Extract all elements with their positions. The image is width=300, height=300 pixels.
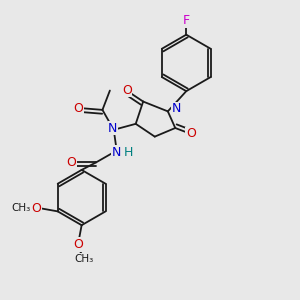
Text: O: O [122, 84, 132, 97]
Text: CH₃: CH₃ [74, 254, 94, 264]
Text: O: O [73, 102, 83, 115]
Text: N: N [108, 122, 118, 135]
Text: N: N [172, 103, 181, 116]
Text: N: N [112, 146, 122, 159]
Text: CH₃: CH₃ [11, 203, 31, 213]
Text: O: O [73, 238, 83, 251]
Text: O: O [67, 156, 76, 169]
Text: F: F [183, 14, 190, 27]
Text: O: O [186, 128, 196, 140]
Text: O: O [32, 202, 41, 215]
Text: H: H [123, 146, 133, 159]
